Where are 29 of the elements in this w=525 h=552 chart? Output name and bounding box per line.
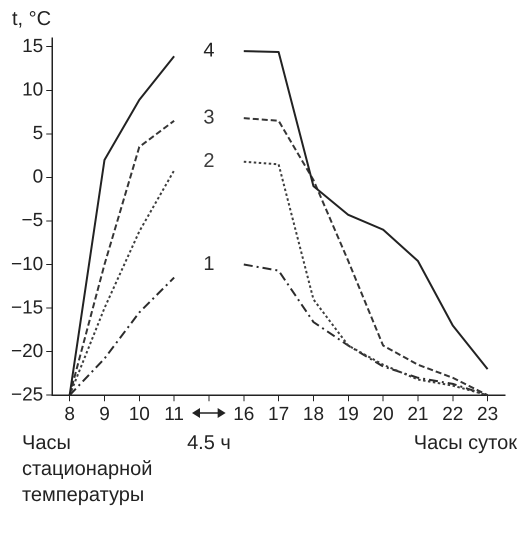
x-tick-label: 8 [64,404,75,425]
x-tick-label: 9 [99,404,110,425]
x-tick-label: 20 [372,404,394,425]
x-tick-label: 18 [302,404,324,425]
text: 4.5 ч [186,432,232,455]
y-tick-label: −5 [22,210,44,232]
y-tick-label: 10 [22,80,44,101]
y-tick-label: −15 [10,297,44,318]
y-tick-label: 15 [22,36,44,57]
x-tick-label: 19 [338,404,359,425]
x-tick-label: 17 [268,404,290,425]
y-tick-label: 0 [32,166,44,188]
series-label: 2 [203,150,215,172]
x-tick-label: 16 [233,404,254,425]
x-tick-label: 10 [128,404,150,425]
x-axis-title: Часы суток [414,432,517,455]
series-label: 4 [203,40,215,62]
text: Часы стационарной температуры [22,431,154,508]
series-label: 1 [203,253,215,276]
y-tick-label: −25 [10,384,44,406]
x-tick-label: 11 [164,404,184,425]
x-tick-label: 22 [442,404,464,425]
x-tick-label: 21 [407,404,428,425]
y-tick-label: −10 [10,254,44,275]
x-tick-label: 23 [477,404,498,425]
y-tick-label: 5 [32,123,44,144]
series-label: 3 [203,106,215,129]
y-tick-label: −20 [10,340,44,362]
y-axis-title: t, °C [12,8,52,31]
